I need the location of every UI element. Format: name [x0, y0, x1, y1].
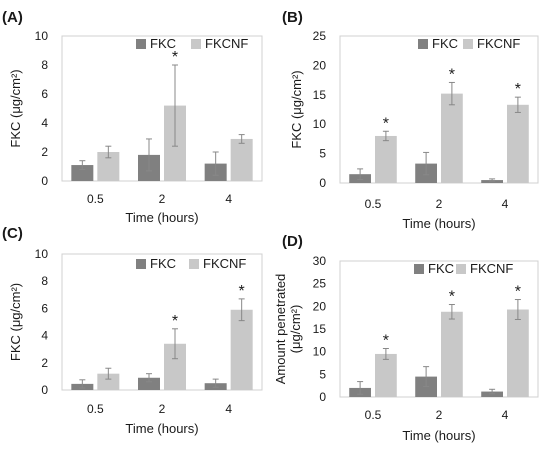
y-tick-label: 6 — [41, 301, 48, 315]
plot-frame — [61, 253, 263, 391]
bar-fkcnf-4 — [507, 309, 529, 397]
x-tick-label: 4 — [502, 408, 509, 422]
x-axis-title: Time (hours) — [402, 428, 475, 443]
y-tick-label: 2 — [41, 356, 48, 370]
bar-fkcnf-2 — [441, 93, 463, 183]
y-tick-label: 10 — [313, 117, 327, 131]
legend-swatch-fkcnf — [456, 264, 466, 274]
x-tick-label: 2 — [436, 197, 443, 211]
panel-label: (A) — [2, 9, 23, 26]
bar-fkc-2 — [138, 377, 160, 390]
legend-label-fkcnf: FKCNF — [205, 36, 248, 51]
y-tick-label: 2 — [41, 145, 48, 159]
x-axis-title: Time (hours) — [125, 421, 198, 436]
y-tick-label: 30 — [313, 254, 327, 268]
y-tick-label: 5 — [319, 147, 326, 161]
bar-fkcnf-2 — [164, 343, 186, 390]
legend-swatch-fkc — [414, 264, 424, 274]
x-tick-label: 2 — [159, 192, 166, 206]
chart-panel-c: (C) 0 2 4 6 8 10 0.5 * 2 * 4 Time (hours) FKC (μg/cm²… — [2, 225, 263, 436]
legend-swatch-fkc — [136, 259, 146, 269]
x-axis-title: Time (hours) — [125, 210, 198, 225]
chart-panel-d: (D) 0 5 10 15 20 25 30 * 0.5 * 2 * 4 Time (hours) Amoun… — [273, 233, 539, 443]
y-tick-label: 0 — [41, 383, 48, 397]
x-tick-label: 0.5 — [365, 408, 382, 422]
legend-label-fkc: FKC — [150, 256, 176, 271]
significance-marker: * — [383, 332, 389, 349]
y-tick-label: 0 — [41, 174, 48, 188]
y-tick-label: 10 — [313, 345, 327, 359]
y-tick-label: 6 — [41, 87, 48, 101]
x-axis-title: Time (hours) — [402, 216, 475, 231]
significance-marker: * — [449, 66, 455, 83]
legend-label-fkc: FKC — [428, 261, 454, 276]
legend-label-fkcnf: FKCNF — [203, 256, 246, 271]
bar-fkcnf-0_5 — [375, 353, 397, 397]
plot-frame — [339, 35, 539, 184]
x-tick-label: 2 — [436, 408, 443, 422]
chart-panel-a: (A) 0 2 4 6 8 10 0.5 * 2 4 Time (hours) FKC (μg/cm²)… — [2, 9, 263, 225]
x-tick-label: 4 — [225, 192, 232, 206]
bar-fkcnf-0_5 — [375, 135, 397, 183]
y-tick-label: 10 — [35, 29, 49, 43]
y-tick-label: 0 — [319, 176, 326, 190]
x-tick-label: 0.5 — [365, 197, 382, 211]
significance-marker: * — [515, 284, 521, 301]
bar-fkcnf-4 — [230, 309, 253, 390]
plot-frame — [61, 35, 263, 182]
x-tick-label: 4 — [502, 197, 509, 211]
x-tick-label: 4 — [225, 402, 232, 416]
y-tick-label: 4 — [41, 329, 48, 343]
y-tick-label: 25 — [313, 29, 327, 43]
significance-marker: * — [383, 115, 389, 132]
y-tick-label: 25 — [313, 277, 327, 291]
panel-label: (B) — [282, 9, 303, 26]
legend-swatch-fkcnf — [189, 259, 199, 269]
legend-label-fkc: FKC — [150, 36, 176, 51]
legend-swatch-fkc — [418, 39, 428, 49]
y-tick-label: 20 — [313, 299, 327, 313]
legend-label-fkcnf: FKCNF — [477, 36, 520, 51]
significance-marker: * — [172, 49, 178, 66]
legend-swatch-fkcnf — [191, 39, 201, 49]
legend-label-fkcnf: FKCNF — [470, 261, 513, 276]
significance-marker: * — [449, 289, 455, 306]
significance-marker: * — [172, 313, 178, 330]
x-tick-label: 2 — [159, 402, 166, 416]
chart-panel-b: (B) 0 5 10 15 20 25 * 0.5 * 2 * 4 Time (hours) FKC (μg… — [282, 9, 539, 231]
y-axis-title: FKC (μg/cm²) — [8, 69, 23, 147]
legend-swatch-fkcnf — [463, 39, 473, 49]
y-tick-label: 10 — [35, 247, 49, 261]
y-tick-label: 4 — [41, 116, 48, 130]
y-tick-label: 5 — [319, 367, 326, 381]
legend-label-fkc: FKC — [432, 36, 458, 51]
y-tick-label: 15 — [313, 88, 327, 102]
bar-fkcnf-4 — [230, 138, 253, 181]
bar-fkc-0_5 — [71, 165, 94, 181]
y-tick-label: 8 — [41, 274, 48, 288]
y-tick-label: 20 — [313, 58, 327, 72]
panel-label: (D) — [282, 233, 303, 250]
panel-label: (C) — [2, 225, 23, 242]
legend-swatch-fkc — [136, 39, 146, 49]
y-tick-label: 0 — [319, 390, 326, 404]
y-axis-title: FKC (μg/cm²) — [289, 70, 304, 148]
y-axis-title: FKC (μg/cm²) — [8, 283, 23, 361]
bar-fkcnf-0_5 — [97, 373, 120, 390]
plot-frame — [339, 260, 539, 398]
bar-fkcnf-0_5 — [97, 152, 120, 181]
y-tick-label: 8 — [41, 58, 48, 72]
significance-marker: * — [239, 283, 245, 300]
y-axis-title: Amount penetrated(μg/cm²) — [273, 274, 303, 385]
bar-fkcnf-2 — [441, 311, 463, 397]
x-tick-label: 0.5 — [87, 192, 104, 206]
bar-fkcnf-4 — [507, 104, 529, 183]
significance-marker: * — [515, 81, 521, 98]
x-tick-label: 0.5 — [87, 402, 104, 416]
y-tick-label: 15 — [313, 322, 327, 336]
